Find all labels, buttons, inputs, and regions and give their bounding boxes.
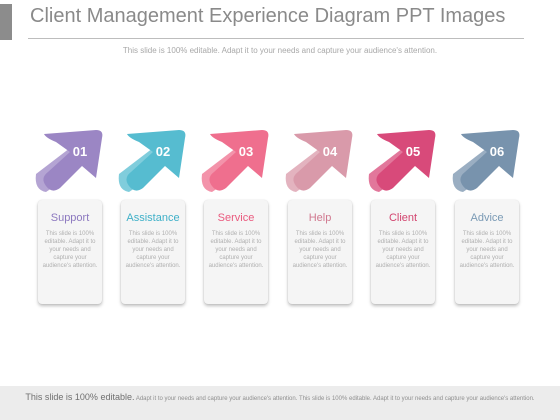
title-accent-bar [0, 4, 12, 40]
step-card: Service This slide is 100% editable. Adap… [204, 200, 268, 304]
step-number: 01 [72, 144, 88, 159]
footer-bar: This slide is 100% editable. Adapt it to… [0, 386, 560, 420]
step-card: Help This slide is 100% editable. Adapt i… [288, 200, 352, 304]
step-label: Service [217, 212, 255, 224]
step-label: Client [388, 212, 418, 224]
footer-lead: This slide is 100% editable. [25, 392, 135, 402]
step-number: 02 [155, 144, 171, 159]
step-number: 03 [238, 144, 254, 159]
step-card: Assistance This slide is 100% editable. A… [121, 200, 185, 304]
step-description: This slide is 100% editable. Adapt it to… [208, 231, 264, 269]
step-label: Help [308, 212, 332, 224]
step-card: Advice This slide is 100% editable. Adapt… [455, 200, 519, 304]
step-description: This slide is 100% editable. Adapt it to… [42, 231, 98, 269]
step-number: 06 [489, 144, 505, 159]
arrow-icon [447, 128, 527, 196]
page-subtitle: This slide is 100% editable. Adapt it to… [122, 46, 438, 55]
step-card: Support This slide is 100% editable. Adap… [38, 200, 102, 304]
step-description: This slide is 100% editable. Adapt it to… [125, 231, 181, 269]
footer-body: Adapt it to your needs and capture your … [135, 396, 535, 402]
step-label: Advice [470, 212, 504, 224]
title-divider [28, 38, 524, 39]
step-card: Client This slide is 100% editable. Adapt… [371, 200, 435, 304]
page-title: Client Management Experience Diagram PPT… [30, 5, 506, 27]
step-label: Support [50, 212, 90, 224]
footer-text: This slide is 100% editable. Adapt it to… [16, 393, 544, 404]
arrow-icon [363, 128, 443, 196]
arrow-icon [196, 128, 276, 196]
step-description: This slide is 100% editable. Adapt it to… [459, 231, 515, 269]
step-description: This slide is 100% editable. Adapt it to… [375, 231, 431, 269]
arrow-icon [113, 128, 193, 196]
arrow-icon [30, 128, 110, 196]
step-number: 05 [405, 144, 421, 159]
step-number: 04 [322, 144, 338, 159]
step-description: This slide is 100% editable. Adapt it to… [292, 231, 348, 269]
arrow-icon [280, 128, 360, 196]
step-label: Assistance [126, 212, 180, 224]
